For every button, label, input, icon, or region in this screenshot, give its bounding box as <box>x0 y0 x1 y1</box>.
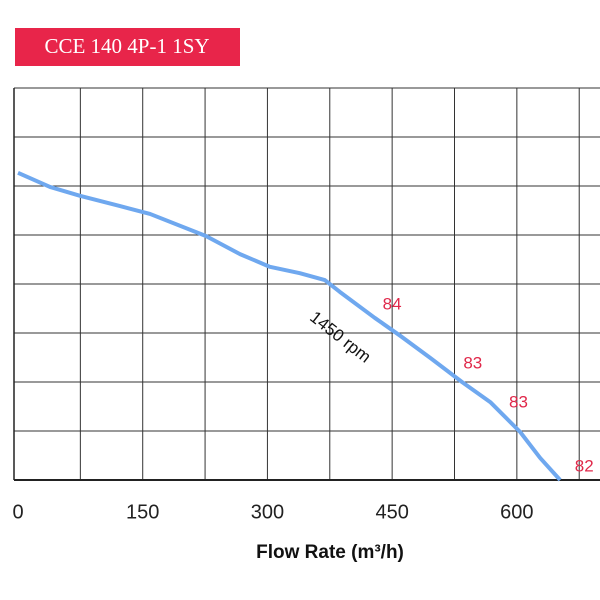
x-axis-label: Flow Rate (m³/h) <box>256 542 404 563</box>
efficiency-label: 84 <box>383 295 402 314</box>
x-tick-label: 600 <box>500 501 533 523</box>
x-tick-label: 300 <box>251 501 284 523</box>
efficiency-label: 83 <box>509 393 528 412</box>
x-tick-label: 450 <box>375 501 408 523</box>
x-tick-label: 0 <box>12 501 23 523</box>
title-badge <box>15 28 240 66</box>
efficiency-label: 82 <box>575 456 594 475</box>
x-tick-label: 150 <box>126 501 159 523</box>
efficiency-label: 83 <box>463 353 482 372</box>
chart-title: CCE 140 4P-1 1SY <box>44 34 209 58</box>
curve <box>17 170 562 482</box>
rpm-label: 1450 rpm <box>306 308 374 367</box>
